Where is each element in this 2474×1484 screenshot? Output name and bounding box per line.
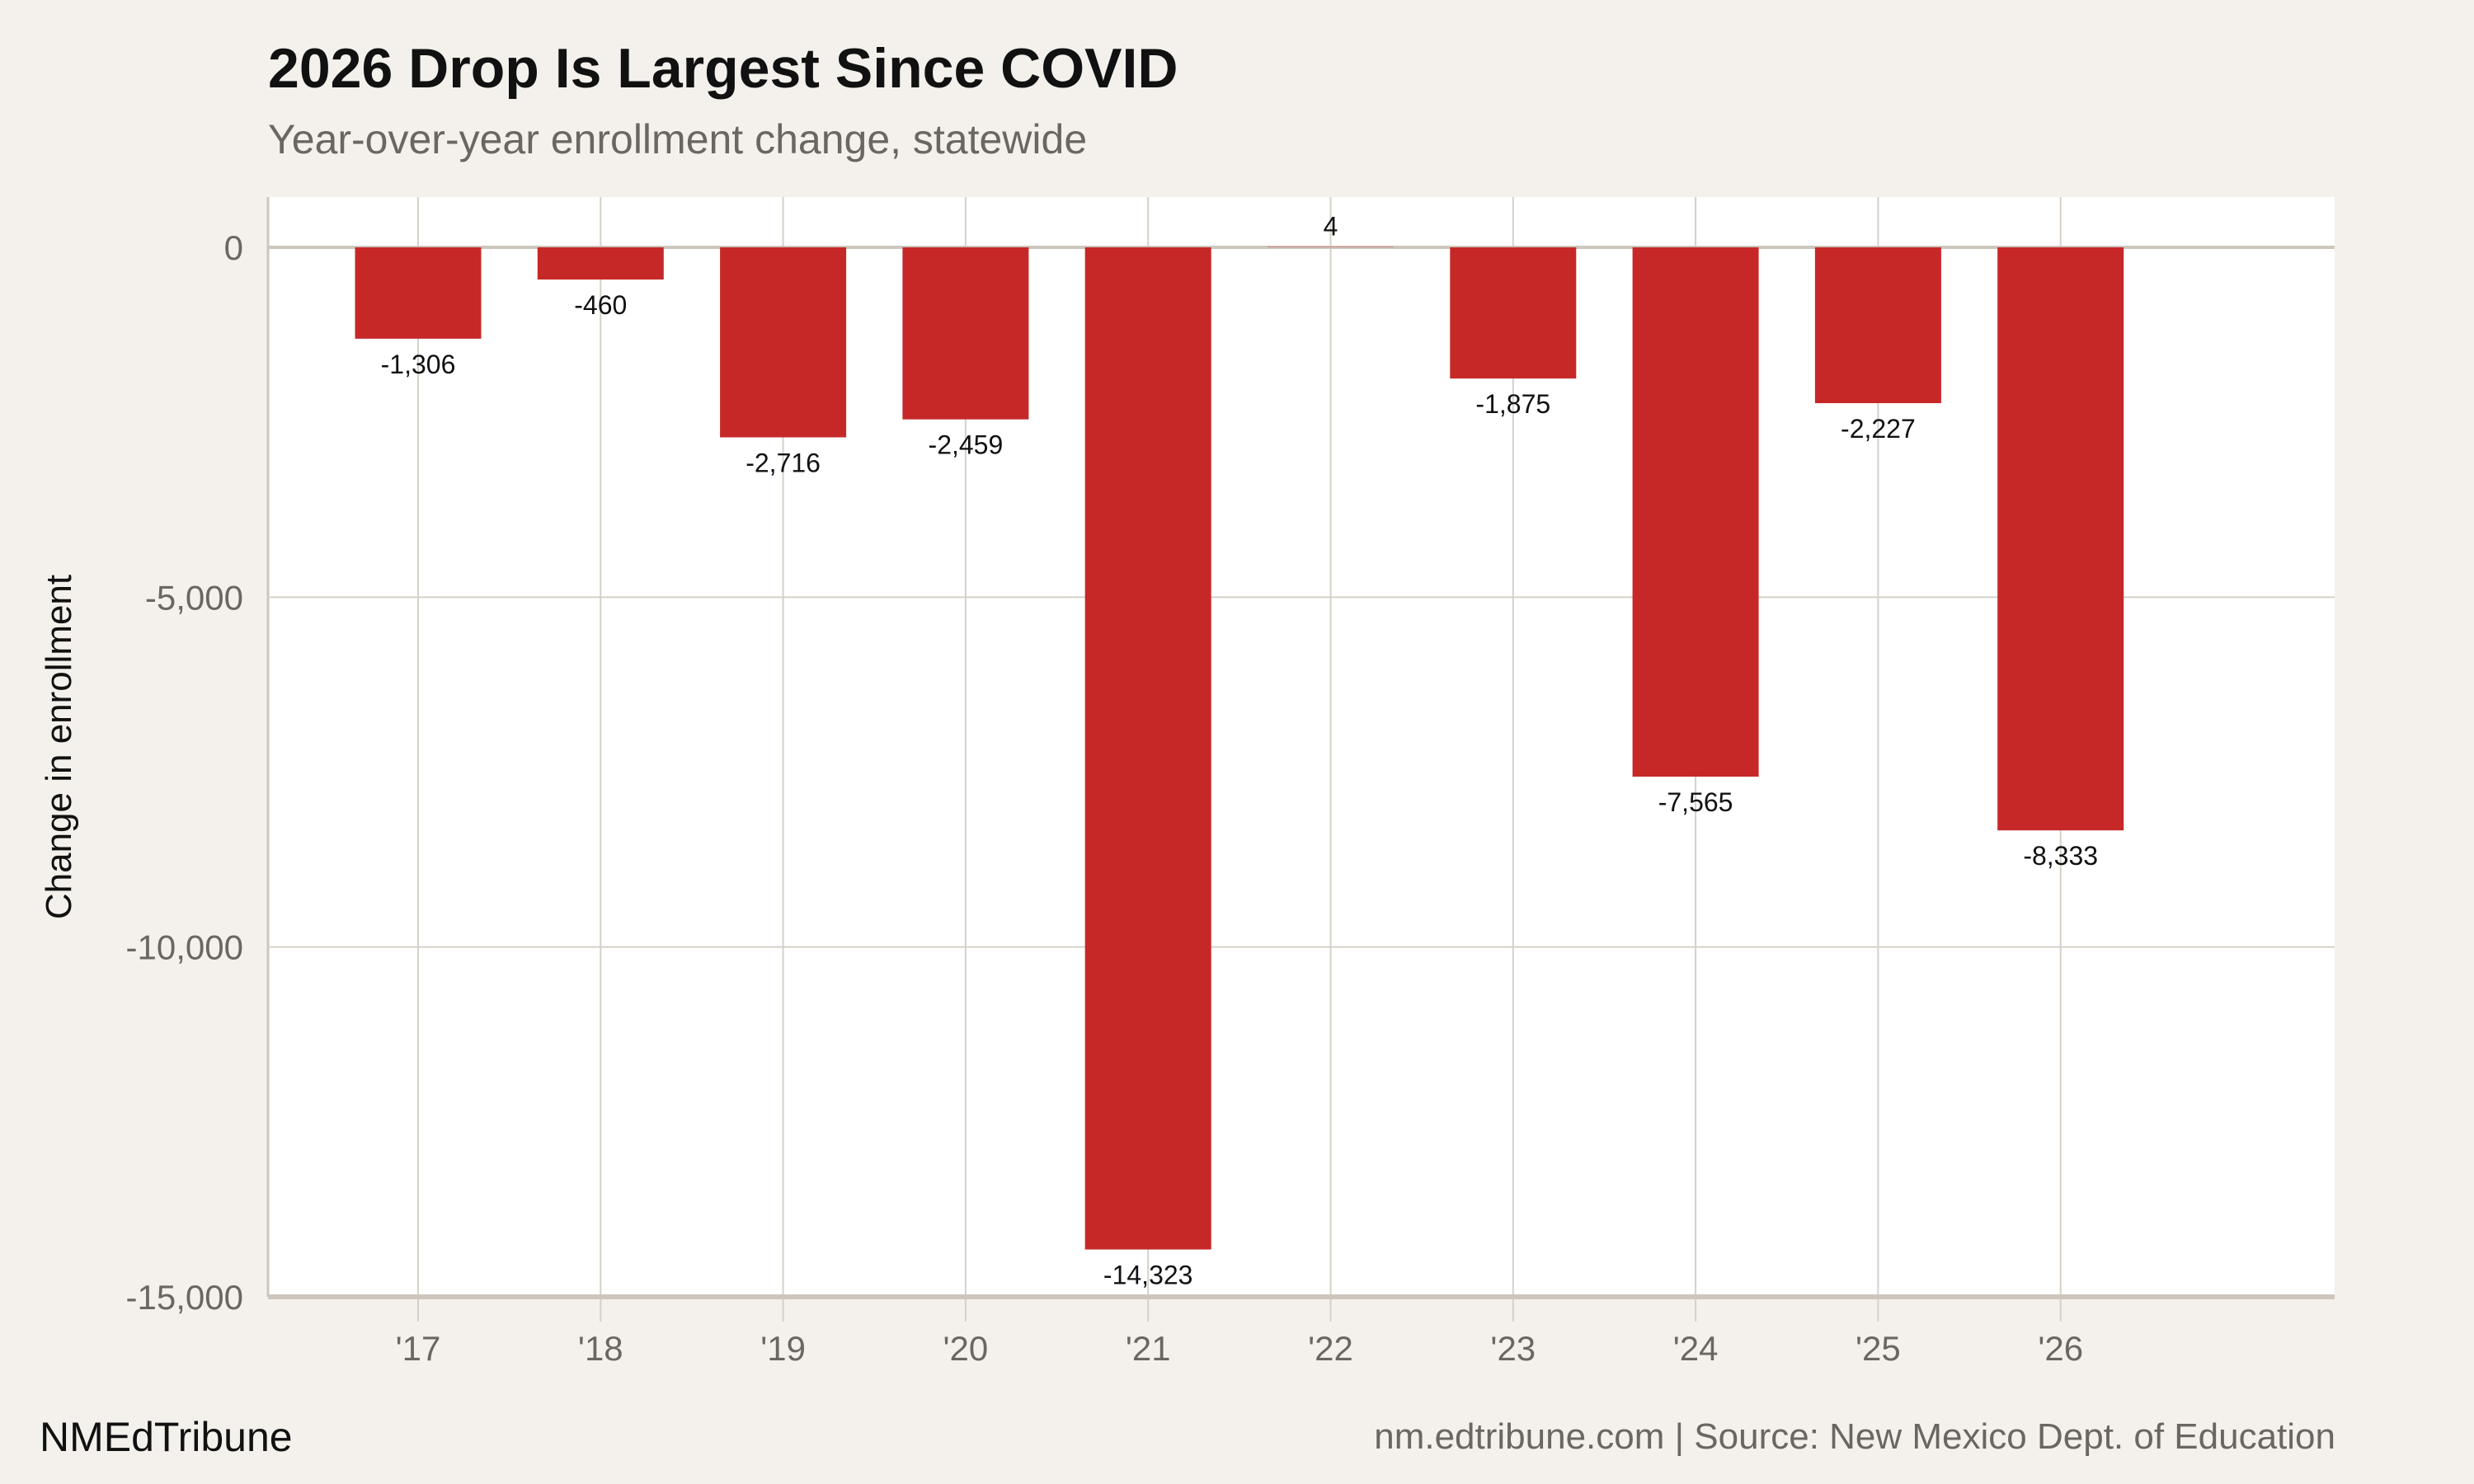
data-label: -8,333 — [2023, 841, 2098, 871]
data-label: -7,565 — [1658, 787, 1733, 817]
data-label: -1,306 — [381, 350, 456, 379]
source-credit: nm.edtribune.com | Source: New Mexico De… — [1374, 1416, 2335, 1457]
x-tick-label: '21 — [1126, 1329, 1171, 1368]
bar-19 — [720, 247, 847, 438]
bar-25 — [1814, 247, 1941, 403]
y-tick-label: 0 — [224, 228, 243, 267]
bar-20 — [902, 247, 1029, 420]
x-tick-label: '17 — [396, 1329, 441, 1368]
bar-26 — [1997, 247, 2124, 831]
bar-18 — [537, 247, 664, 280]
y-axis-label: Change in enrollment — [39, 575, 79, 919]
bar-21 — [1084, 247, 1211, 1250]
chart-title: 2026 Drop Is Largest Since COVID — [268, 37, 1178, 100]
y-tick-label: -10,000 — [126, 928, 243, 967]
chart-subtitle: Year-over-year enrollment change, statew… — [268, 116, 1088, 162]
y-tick-label: -5,000 — [145, 578, 243, 617]
x-tick-label: '26 — [2038, 1329, 2083, 1368]
brand-logo-text: NMEdTribune — [40, 1414, 293, 1460]
data-label: 4 — [1324, 212, 1338, 242]
y-tick-label: -15,000 — [126, 1278, 243, 1317]
data-label: -14,323 — [1103, 1261, 1193, 1290]
x-tick-label: '24 — [1673, 1329, 1719, 1368]
data-label: -2,716 — [745, 448, 821, 477]
x-tick-label: '19 — [760, 1329, 806, 1368]
data-label: -460 — [574, 290, 627, 320]
data-label: -2,459 — [929, 430, 1004, 460]
plot-panel — [268, 197, 2335, 1297]
bar-24 — [1632, 247, 1759, 777]
x-tick-label: '18 — [578, 1329, 623, 1368]
bar-23 — [1450, 247, 1577, 379]
x-tick-label: '22 — [1308, 1329, 1353, 1368]
x-tick-label: '23 — [1490, 1329, 1536, 1368]
data-label: -2,227 — [1841, 414, 1916, 444]
data-label: -1,875 — [1475, 389, 1550, 419]
x-tick-label: '25 — [1856, 1329, 1901, 1368]
bar-17 — [355, 247, 482, 339]
x-tick-label: '20 — [943, 1329, 989, 1368]
